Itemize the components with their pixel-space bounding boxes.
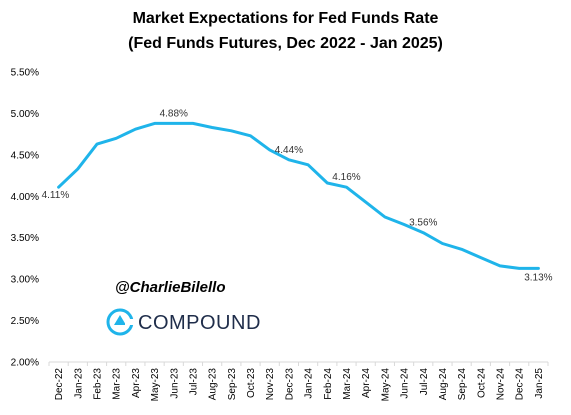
y-tick-label: 3.50% [11,233,39,244]
x-tick-label: Aug-24 [438,368,449,401]
y-tick-label: 4.00% [11,192,39,203]
y-tick-label: 3.00% [11,275,39,286]
x-tick-label: Dec-24 [515,368,526,401]
x-tick-label: Sep-24 [457,368,468,401]
y-axis: 2.00% 2.50% 3.00% 3.50% 4.00% 4.50% 5.00% 5.50% [11,68,39,369]
x-tick-label: Jan-25 [534,368,545,399]
data-label: 4.11% [42,190,70,201]
y-tick-label: 5.00% [11,109,39,120]
x-tick-label: Mar-23 [112,368,123,400]
x-tick-label: Jun-24 [400,368,411,399]
x-tick-label: Mar-24 [342,368,353,400]
compound-logo-icon [106,308,134,336]
x-tick-label: Sep-23 [227,368,238,401]
x-tick-label: Apr-23 [131,368,142,398]
y-tick-label: 2.50% [11,316,39,327]
x-tick-label: Feb-23 [92,368,103,400]
x-tick-label: Nov-24 [496,368,507,401]
data-label: 3.13% [524,272,552,283]
x-tick-label: Apr-24 [361,368,372,398]
x-tick-label: Nov-23 [265,368,276,401]
x-tick-label: May-24 [380,368,391,402]
data-label: 4.16% [332,172,360,183]
x-tick-label: Feb-24 [323,368,334,400]
x-tick-label: Aug-23 [208,368,219,401]
x-tick-label: Dec-23 [284,368,295,401]
x-tick-label: Dec-22 [54,368,65,401]
x-tick-label: May-23 [150,368,161,402]
x-tick-label: Jan-23 [73,368,84,399]
chart-subtitle: (Fed Funds Futures, Dec 2022 - Jan 2025) [128,35,443,52]
data-label: 4.88% [160,108,188,119]
y-tick-label: 2.00% [11,358,39,369]
data-labels: 4.11% 4.88% 4.44% 4.16% 3.56% 3.13% [42,108,553,283]
x-tick-label: Oct-24 [476,368,487,398]
x-tick-label: Oct-23 [246,368,257,398]
x-tick-label: Jul-24 [419,368,430,396]
y-tick-label: 5.50% [11,68,39,79]
x-axis: Dec-22 Jan-23 Feb-23 Mar-23 Apr-23 May-23 Jun-… [48,361,549,402]
data-label: 4.44% [275,145,303,156]
series-line [57,121,540,270]
x-tick-label: Jan-24 [304,368,315,399]
brand-name: COMPOUND [138,312,261,334]
x-tick-label: Jul-23 [188,368,199,396]
chart-title: Market Expectations for Fed Funds Rate [132,10,439,27]
author-handle: @CharlieBilello [115,279,226,296]
y-tick-label: 4.50% [11,150,39,161]
x-tick-label: Jun-23 [169,368,180,399]
data-label: 3.56% [409,218,437,229]
series-layer [57,121,540,270]
